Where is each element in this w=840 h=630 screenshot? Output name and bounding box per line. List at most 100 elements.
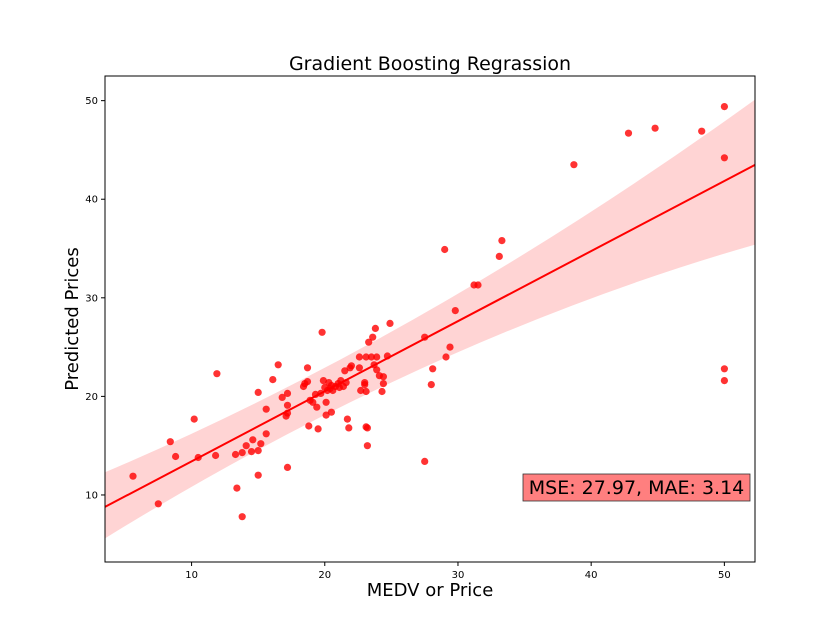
y-axis: 10 20 30 40 50	[85, 96, 105, 501]
data-point	[343, 415, 351, 423]
data-point	[305, 422, 313, 430]
data-point	[247, 448, 256, 456]
data-point	[212, 451, 220, 460]
data-point	[570, 161, 578, 169]
data-point	[327, 408, 335, 416]
data-point	[720, 377, 729, 385]
data-point	[379, 373, 387, 381]
y-axis-label: Predicted Prices	[62, 247, 83, 391]
data-point	[429, 365, 437, 373]
metrics-annotation: MSE: 27.97, MAE: 3.14	[522, 473, 751, 502]
data-point	[269, 376, 277, 384]
data-point	[495, 252, 503, 260]
data-point	[190, 415, 198, 423]
data-point	[283, 401, 292, 409]
data-point	[378, 387, 386, 396]
confidence-band	[105, 99, 755, 539]
x-axis-label: MEDV or Price	[367, 580, 494, 601]
data-point	[262, 405, 270, 413]
x-tick-label: 20	[318, 570, 331, 581]
data-point	[651, 124, 659, 132]
plot-area	[104, 75, 756, 563]
data-point	[278, 393, 286, 401]
data-point	[303, 364, 312, 372]
data-point	[318, 328, 326, 336]
data-point	[262, 430, 270, 438]
data-point	[231, 450, 240, 459]
x-tick-label: 30	[452, 570, 465, 581]
data-point	[446, 343, 454, 351]
data-point	[322, 398, 330, 406]
data-point	[238, 513, 246, 521]
data-point	[474, 281, 482, 289]
data-point	[283, 463, 292, 471]
data-point	[427, 381, 435, 389]
data-point	[249, 436, 257, 444]
data-point	[451, 307, 459, 315]
data-point	[154, 500, 162, 508]
data-point	[362, 387, 370, 396]
data-point	[367, 353, 375, 361]
y-tick-label: 50	[85, 96, 98, 107]
data-point	[172, 452, 180, 461]
data-point	[720, 365, 729, 373]
data-point	[257, 440, 265, 448]
x-tick-label: 50	[718, 570, 731, 581]
data-point	[369, 333, 377, 341]
y-tick-label: 20	[85, 392, 98, 403]
data-point	[254, 471, 262, 479]
data-point	[498, 237, 506, 245]
data-point	[213, 370, 221, 378]
data-point	[347, 362, 355, 370]
data-point	[313, 403, 321, 411]
data-point	[373, 366, 381, 374]
data-point	[720, 154, 729, 162]
regression-line	[104, 163, 756, 508]
data-point	[345, 424, 353, 432]
y-tick-label: 10	[85, 490, 98, 501]
data-point	[624, 129, 633, 137]
data-point	[357, 386, 365, 395]
data-point	[363, 442, 371, 450]
data-point	[355, 353, 363, 361]
data-point	[322, 411, 330, 419]
annotation-box	[522, 473, 751, 502]
data-point	[355, 364, 363, 372]
data-point	[254, 388, 262, 396]
annotation-text: MSE: 27.97, MAE: 3.14	[529, 477, 745, 499]
data-point	[254, 447, 262, 455]
data-point	[379, 380, 387, 388]
data-point	[274, 361, 282, 369]
data-point	[166, 438, 174, 446]
data-point	[421, 457, 429, 465]
data-point	[365, 338, 373, 346]
y-tick-label: 30	[85, 293, 98, 304]
x-axis: 10 20 30 40 50	[185, 562, 731, 581]
data-point	[238, 449, 246, 457]
y-tick-label: 40	[85, 195, 98, 206]
x-tick-label: 10	[185, 570, 198, 581]
data-point	[371, 324, 379, 332]
data-point	[361, 381, 369, 389]
data-point	[441, 245, 449, 254]
x-tick-label: 40	[585, 570, 598, 581]
data-point	[362, 353, 370, 361]
chart-title: Gradient Boosting Regrassion	[289, 53, 571, 75]
data-point	[698, 127, 706, 135]
data-point	[242, 442, 250, 450]
data-point	[363, 424, 371, 432]
data-point	[319, 377, 327, 385]
data-point	[386, 319, 394, 327]
data-point	[283, 389, 292, 397]
data-point	[442, 353, 450, 361]
data-point	[129, 472, 137, 480]
data-point	[341, 367, 349, 375]
data-point	[233, 484, 241, 492]
data-point	[303, 378, 312, 386]
data-point	[309, 398, 317, 406]
data-point	[314, 425, 322, 433]
data-point	[373, 353, 381, 361]
data-point	[720, 103, 729, 111]
plot-frame	[104, 75, 756, 563]
